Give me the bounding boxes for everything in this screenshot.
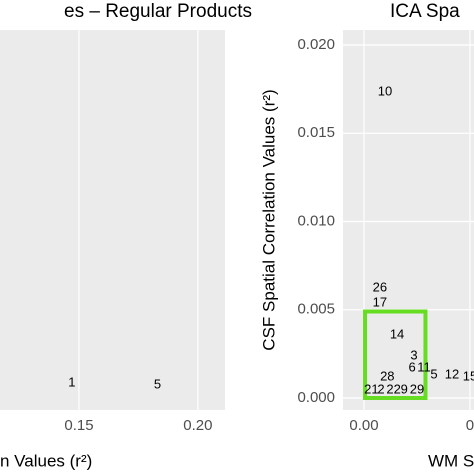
point-label: 28 bbox=[380, 368, 394, 383]
point-label: 3 bbox=[410, 347, 417, 362]
point-label: 17 bbox=[373, 294, 387, 309]
point-label: 6 bbox=[408, 359, 415, 374]
point-label: 1 bbox=[68, 374, 75, 389]
x-axis-label: n Values (r²) bbox=[0, 451, 92, 470]
point-label: 9 bbox=[401, 381, 408, 396]
point-label: 12 bbox=[445, 366, 459, 381]
point-label: 2 bbox=[377, 381, 384, 396]
point-label: 15 bbox=[463, 368, 474, 383]
x-axis-label: WM S bbox=[428, 451, 474, 470]
point-label: 11 bbox=[417, 359, 431, 374]
point-label: 14 bbox=[390, 326, 404, 341]
y-tick-label: 0.000 bbox=[297, 389, 335, 406]
y-axis-label: CSF Spatial Correlation Values (r²) bbox=[259, 89, 278, 350]
point-label: 10 bbox=[378, 83, 392, 98]
y-tick-label: 0.005 bbox=[297, 301, 335, 318]
point-label: 5 bbox=[430, 366, 437, 381]
plot-background bbox=[343, 30, 474, 410]
highlight-box bbox=[363, 309, 428, 400]
chart-title: ICA Spa bbox=[390, 1, 460, 22]
plot-background bbox=[0, 30, 225, 410]
point-label: 21 bbox=[364, 381, 378, 396]
point-label: 29 bbox=[410, 381, 424, 396]
y-tick-label: 0.010 bbox=[297, 212, 335, 229]
x-tick-label: 0.15 bbox=[64, 417, 93, 434]
chart-title: es – Regular Products bbox=[64, 1, 252, 22]
x-tick-label: 0.20 bbox=[183, 417, 212, 434]
x-tick-label: 0 bbox=[466, 417, 474, 434]
x-tick-label: 0.00 bbox=[349, 417, 378, 434]
point-label: 5 bbox=[154, 376, 161, 391]
point-label: 26 bbox=[373, 279, 387, 294]
y-tick-label: 0.020 bbox=[297, 36, 335, 53]
y-tick-label: 0.015 bbox=[297, 124, 335, 141]
point-label: 22 bbox=[386, 381, 400, 396]
